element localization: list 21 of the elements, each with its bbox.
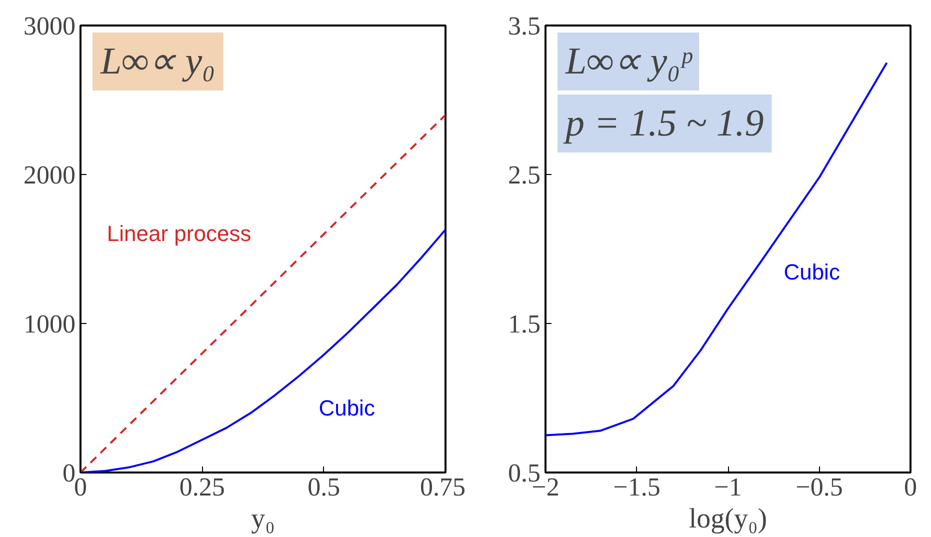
x-tick-label: 0	[904, 472, 917, 502]
y-tick-label: 2000	[24, 160, 76, 190]
annotation: L∞∝ y₀	[100, 40, 216, 82]
y-tick-label: 1.5	[508, 310, 540, 338]
x-axis-title: y₀	[251, 504, 275, 534]
series-label: Cubic	[318, 395, 375, 420]
x-tick-label: 0.25	[179, 472, 225, 502]
series-label: Cubic	[784, 259, 840, 284]
y-tick-label: 3.5	[508, 12, 540, 40]
y-tick-label: 3000	[24, 12, 76, 40]
annotation: p = 1.5 ~ 1.9	[562, 102, 764, 144]
x-tick-label: −1.5	[613, 472, 660, 502]
annotation: L∞∝ y₀ᵖ	[564, 40, 694, 82]
x-tick-label: −1	[714, 472, 742, 502]
x-tick-label: 0.5	[308, 472, 340, 502]
y-tick-label: 1000	[24, 310, 76, 338]
x-axis-title: log(y₀)	[688, 504, 768, 534]
x-tick-label: 0.75	[420, 472, 466, 502]
y-tick-label: 2.5	[508, 160, 540, 190]
x-tick-label: −0.5	[796, 472, 843, 502]
series-label: Linear process	[106, 220, 252, 246]
